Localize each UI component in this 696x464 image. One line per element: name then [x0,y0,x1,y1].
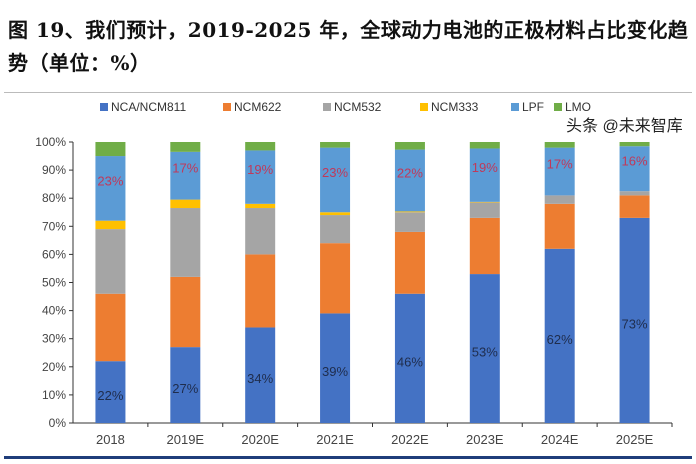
y-tick-label: 40% [42,304,66,318]
legend-label: LMO [565,100,591,114]
data-label: 73% [622,316,648,331]
bar-segment [320,215,351,244]
bar-segment [170,208,201,277]
x-tick-label: 2019E [167,432,205,447]
x-tick-label: 2025E [616,432,654,447]
page-title: 图 19、我们预计，2019-2025 年，全球动力电池的正极材料占比变化趋势（… [8,18,689,75]
bar-segment [170,276,201,348]
bar-segment [469,202,500,218]
data-label: 53% [472,345,498,360]
bar-segment [394,149,425,212]
bar-segment [469,142,500,149]
bar-segment [170,151,201,200]
bar-segment [394,211,425,213]
bar-segment [170,199,201,209]
y-tick-label: 90% [42,163,66,177]
bar-segment [320,142,351,148]
bar-segment [544,195,575,204]
y-tick-label: 0% [49,416,67,430]
bar-segment [170,347,201,423]
legend-label: NCM532 [334,100,382,114]
legend-swatch [554,103,562,111]
bar-segment [394,212,425,232]
divider [4,456,692,459]
bar-segment [95,220,126,230]
bar-segment [320,147,351,213]
bar-segment [170,142,201,152]
bar-segment [95,293,126,362]
data-label: 23% [322,165,348,180]
bar-segment [544,248,575,423]
legend-swatch [100,103,108,111]
legend-swatch [420,103,428,111]
x-tick-label: 2020E [241,432,279,447]
bar-segment [320,243,351,314]
data-label: 22% [97,388,123,403]
bar-segment [245,327,276,423]
bar-segment [544,147,575,196]
x-tick-label: 2023E [466,432,504,447]
bar-segment [320,313,351,423]
bar-segment [245,208,276,255]
bar-segment [544,142,575,148]
bar-segment [469,201,500,203]
bar-segment [394,231,425,294]
bar-segment [95,229,126,294]
bar-segment [394,293,425,423]
legend-swatch [511,103,519,111]
data-label: 19% [472,160,498,175]
watermark: 头条 @未来智库 [566,118,683,135]
data-label: 46% [397,354,423,369]
bar-segment [245,142,276,151]
data-label: 34% [247,371,273,386]
data-label: 62% [547,332,573,347]
data-label: 17% [172,161,198,176]
data-label: 19% [247,162,273,177]
y-tick-label: 60% [42,247,66,261]
legend-label: NCM333 [431,100,479,114]
bar-segment [469,148,500,202]
legend-label: NCM622 [234,100,282,114]
x-tick-label: 2022E [391,432,429,447]
legend-label: NCA/NCM811 [111,100,186,114]
chart-frame [4,92,692,457]
bar-segment [619,195,650,218]
bar-segment [245,150,276,204]
data-label: 22% [397,165,423,180]
y-tick-label: 70% [42,219,66,233]
bar-segment [245,203,276,209]
y-tick-label: 20% [42,360,66,374]
bar-segment [544,203,575,249]
y-tick-label: 50% [42,276,66,290]
y-tick-label: 100% [35,135,66,149]
y-tick-label: 10% [42,388,66,402]
bar-segment [394,142,425,150]
bar-segment [619,142,650,147]
legend-swatch [323,103,331,111]
bar-segment [245,254,276,328]
bar-segment [95,156,126,221]
bar-segment [95,361,126,423]
bar-segment [320,212,351,216]
y-tick-label: 80% [42,191,66,205]
bar-segment [619,146,650,192]
legend-label: LPF [522,100,544,114]
data-label: 23% [97,173,123,188]
data-label: 16% [622,154,648,169]
data-label: 39% [322,364,348,379]
x-tick-label: 2018 [96,432,125,447]
data-label: 27% [172,381,198,396]
bar-segment [95,142,126,157]
x-tick-label: 2021E [316,432,354,447]
legend-swatch [223,103,231,111]
bar-segment [469,217,500,275]
bar-segment [619,217,650,423]
y-tick-label: 30% [42,332,66,346]
bar-segment [469,274,500,423]
bar-segment [619,191,650,196]
data-label: 17% [547,157,573,172]
x-tick-label: 2024E [541,432,579,447]
